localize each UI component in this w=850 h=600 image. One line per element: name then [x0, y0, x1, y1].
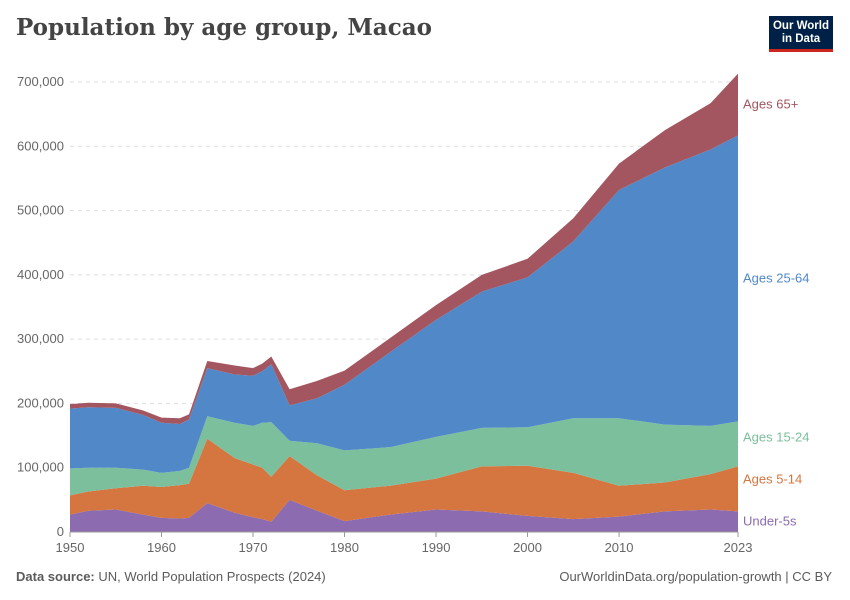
x-tick-label: 1990 [422, 540, 451, 555]
logo-line-2: in Data [781, 33, 821, 45]
y-tick-label: 400,000 [17, 267, 64, 282]
y-tick: 400,000 [17, 267, 64, 282]
logo-line-1: Our World [772, 20, 829, 32]
x-tick: 2000 [513, 532, 542, 555]
series-label-ages-25-64[interactable]: Ages 25-64 [743, 270, 810, 285]
x-tick-label: 2000 [513, 540, 542, 555]
series-labels: Under-5s Ages 5-14 Ages 15-24 Ages 25-64 Age… [743, 97, 810, 529]
y-tick: 600,000 [17, 138, 64, 153]
x-tick-label: 1980 [330, 540, 359, 555]
owid-logo[interactable]: Our World in Data [769, 16, 833, 52]
x-tick: 2010 [605, 532, 634, 555]
x-tick: 1980 [330, 532, 359, 555]
x-tick-label: 2023 [724, 540, 753, 555]
x-tick: 1950 [56, 532, 85, 555]
x-tick: 1990 [422, 532, 451, 555]
y-tick-label: 100,000 [17, 460, 64, 475]
area-series [70, 73, 738, 532]
stacked-area-chart: 0 100,000 200,000 300,000 400,000 500,000 600,… [17, 73, 810, 555]
x-tick-label: 2010 [605, 540, 634, 555]
y-tick-label: 600,000 [17, 138, 64, 153]
data-source: Data source: UN, World Population Prospe… [16, 569, 326, 584]
x-tick: 2023 [724, 532, 753, 555]
y-tick-label: 700,000 [17, 74, 64, 89]
source-url[interactable]: OurWorldinData.org/population-growth | C… [559, 569, 832, 584]
y-tick-label: 300,000 [17, 331, 64, 346]
series-label-ages-65-[interactable]: Ages 65+ [743, 97, 798, 112]
data-source-label: Data source: [16, 569, 95, 584]
chart-title: Population by age group, Macao [16, 14, 432, 41]
x-tick-label: 1970 [239, 540, 268, 555]
y-tick: 700,000 [17, 74, 64, 89]
y-tick: 300,000 [17, 331, 64, 346]
x-tick: 1960 [147, 532, 176, 555]
series-label-ages-5-14[interactable]: Ages 5-14 [743, 472, 802, 487]
y-tick: 500,000 [17, 203, 64, 218]
y-tick-label: 200,000 [17, 395, 64, 410]
x-tick: 1970 [239, 532, 268, 555]
area-ages-15-24[interactable] [70, 416, 738, 496]
series-label-ages-15-24[interactable]: Ages 15-24 [743, 430, 810, 445]
area-ages-25-64[interactable] [70, 135, 738, 473]
x-tick-label: 1950 [56, 540, 85, 555]
area-ages-5-14[interactable] [70, 438, 738, 522]
y-tick: 200,000 [17, 395, 64, 410]
y-tick-label: 0 [57, 524, 64, 539]
series-label-under-5s[interactable]: Under-5s [743, 514, 797, 529]
area-under-5s[interactable] [70, 499, 738, 532]
data-source-text: UN, World Population Prospects (2024) [98, 569, 326, 584]
y-axis: 0 100,000 200,000 300,000 400,000 500,000 600,… [17, 74, 738, 539]
y-tick: 100,000 [17, 460, 64, 475]
y-tick: 0 [57, 524, 64, 539]
x-axis: 1950 1960 1970 1980 1990 2000 2010 2023 [56, 532, 753, 555]
y-tick-label: 500,000 [17, 203, 64, 218]
x-tick-label: 1960 [147, 540, 176, 555]
